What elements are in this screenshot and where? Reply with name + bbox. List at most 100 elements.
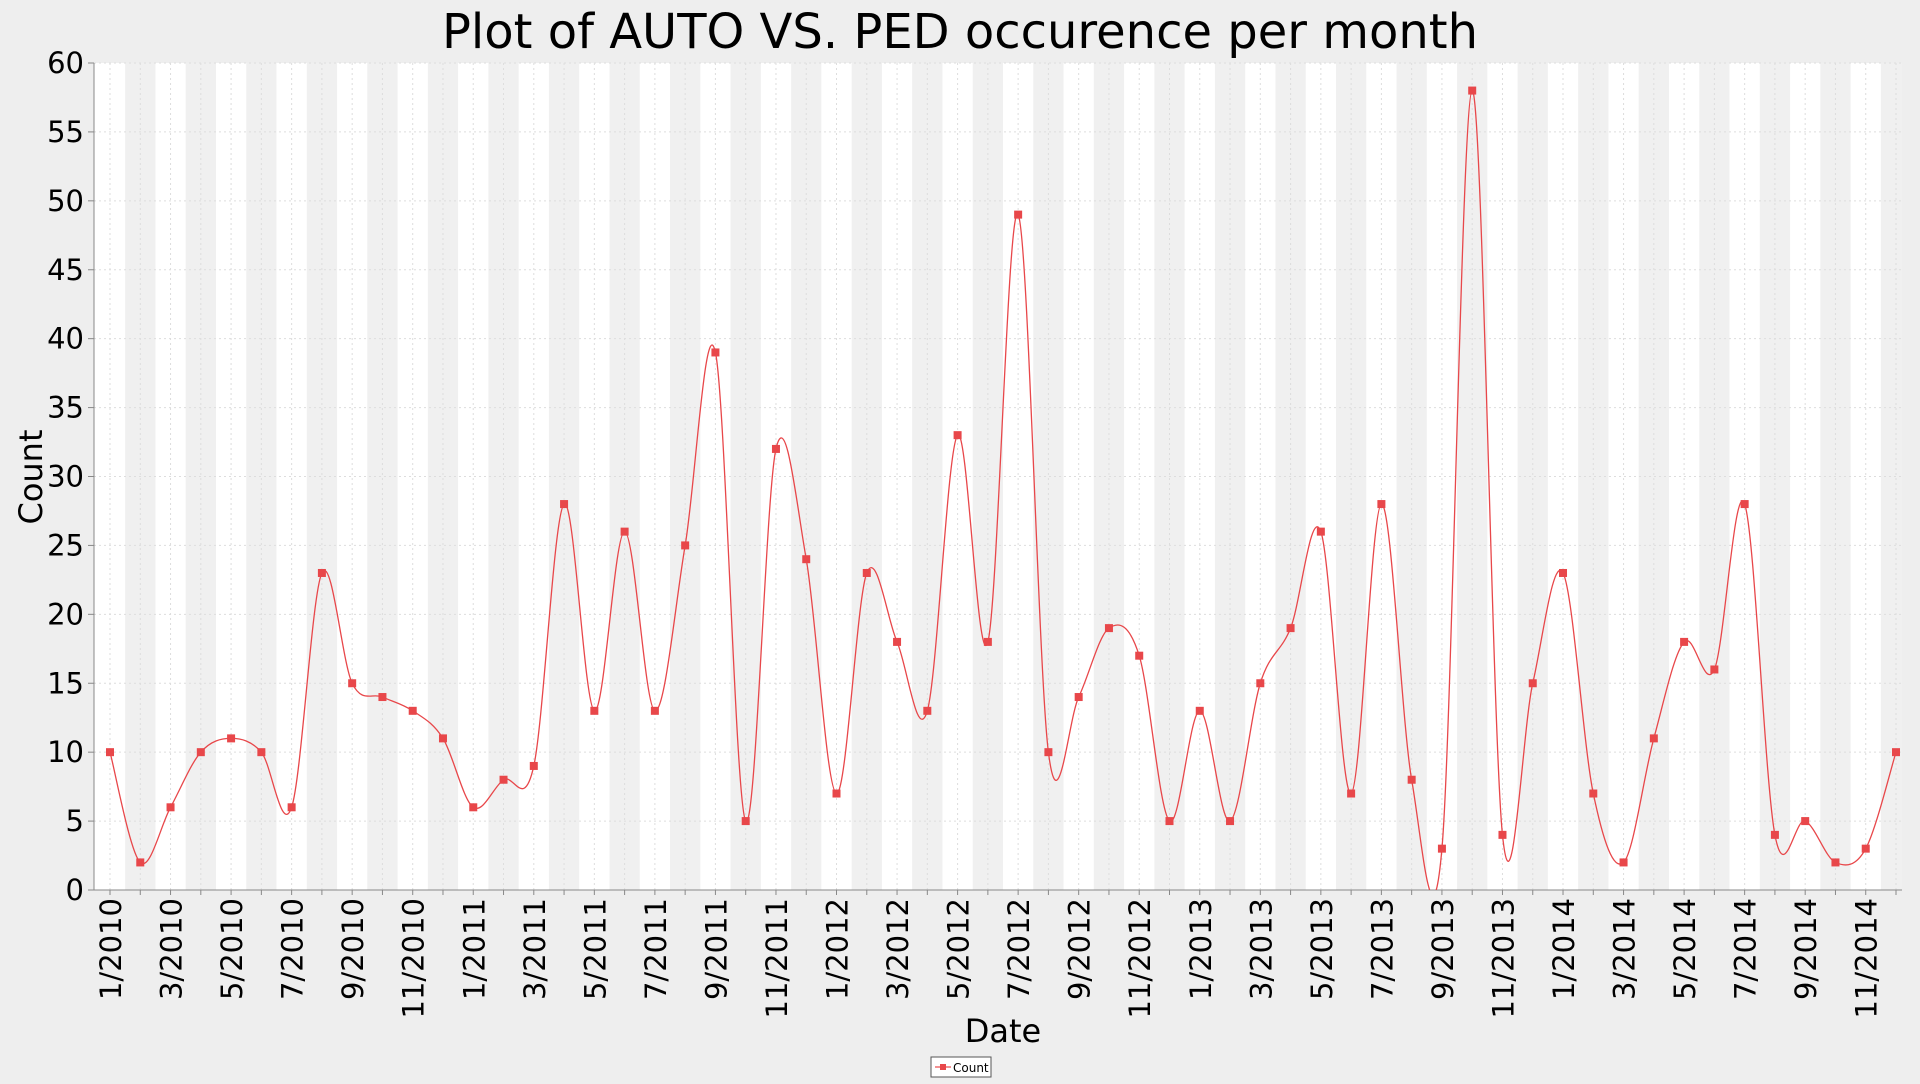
data-point [1680,637,1689,646]
data-point [983,637,992,646]
data-point [741,817,750,826]
legend-label: Count [953,1061,989,1075]
x-tick-label: 7/2010 [276,898,310,1000]
data-point [1074,693,1083,702]
data-point [1377,500,1386,509]
data-point [136,858,145,867]
data-point [499,775,508,784]
month-band [851,63,882,890]
y-tick-label: 60 [47,46,84,80]
month-band [791,63,822,890]
data-point [1528,679,1537,688]
x-tick-label: 3/2010 [155,898,189,1000]
data-point [1892,748,1900,757]
y-tick-label: 25 [47,528,84,562]
data-point [771,444,780,453]
x-tick-label: 3/2014 [1608,898,1642,1000]
data-point [1407,775,1416,784]
data-point [1437,844,1446,853]
data-point [590,706,599,715]
x-tick-label: 5/2011 [578,898,612,1000]
x-tick-label: 11/2013 [1486,898,1520,1018]
data-point [438,734,447,743]
x-tick-label: 11/2014 [1850,898,1884,1018]
y-tick-label: 55 [47,115,84,149]
month-band [1638,63,1669,890]
data-point [1165,817,1174,826]
y-tick-label: 35 [47,391,84,425]
data-point [1770,830,1779,839]
x-tick-label: 1/2012 [821,898,855,1000]
data-point [1498,830,1507,839]
data-point [1710,665,1719,674]
data-point [227,734,236,743]
y-tick-label: 40 [47,322,84,356]
data-point [378,693,387,702]
month-band [1335,63,1367,890]
month-band [1517,63,1548,890]
month-band [488,63,519,890]
x-tick-label: 11/2012 [1123,898,1157,1018]
legend-marker-swatch [940,1064,946,1070]
x-tick-label: 3/2013 [1244,898,1278,1000]
data-point [1044,748,1053,757]
x-tick-label: 5/2012 [942,898,976,1000]
data-point [1468,86,1477,95]
y-tick-label: 5 [66,804,84,838]
data-point [1014,210,1023,219]
data-point [317,568,326,577]
data-point [1831,858,1840,867]
x-tick-label: 3/2011 [518,898,552,1000]
data-point [953,431,962,440]
data-point [1195,706,1204,715]
data-point [287,803,296,812]
month-band [367,63,398,890]
y-tick-label: 30 [47,460,84,494]
data-point [529,761,538,770]
y-tick-label: 20 [47,597,84,631]
x-tick-label: 9/2014 [1789,898,1823,1000]
y-tick-label: 50 [47,184,84,218]
data-point [348,679,357,688]
data-point [650,706,659,715]
month-band [1880,63,1902,890]
y-tick-label: 15 [47,666,84,700]
data-point [832,789,841,798]
y-tick-label: 0 [66,873,84,907]
x-tick-label: 1/2014 [1547,898,1581,1000]
data-point [1740,500,1749,509]
x-tick-label: 1/2013 [1184,898,1218,1000]
x-tick-label: 5/2013 [1305,898,1339,1000]
x-axis-title: Date [965,1012,1041,1050]
x-tick-label: 7/2013 [1365,898,1399,1000]
x-tick-label: 5/2014 [1668,898,1702,1000]
y-tick-label: 10 [47,735,84,769]
x-tick-label: 9/2012 [1063,898,1097,1000]
x-tick-label: 9/2010 [336,898,370,1000]
data-point [1316,527,1325,536]
legend-box [930,1056,992,1078]
data-point [1135,651,1144,660]
month-band [1457,63,1488,890]
data-point [1619,858,1628,867]
data-point [469,803,478,812]
data-point [106,748,114,757]
x-tick-label: 9/2011 [699,898,733,1000]
month-band [972,63,1003,890]
x-tick-label: 1/2010 [94,898,128,1000]
month-band [1396,63,1427,890]
x-tick-label: 9/2013 [1426,898,1460,1000]
data-point [1286,624,1295,633]
data-point [1861,844,1870,853]
data-point [923,706,932,715]
data-point [1347,789,1356,798]
data-point [196,748,205,757]
x-tick-label: 1/2011 [457,898,491,1000]
data-point [1649,734,1658,743]
data-point [802,555,811,564]
data-point [166,803,175,812]
data-point [1256,679,1265,688]
data-point [1226,817,1235,826]
